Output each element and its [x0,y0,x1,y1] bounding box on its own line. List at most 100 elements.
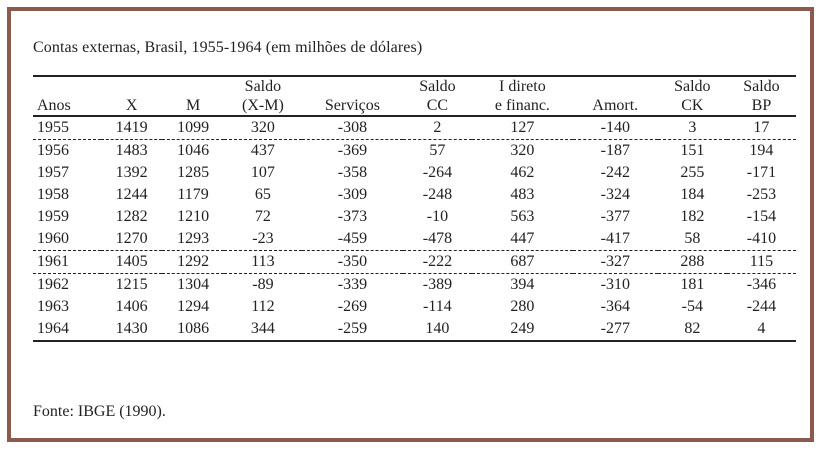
cell-saldo-xm: 437 [250,142,275,159]
header-saldo-ck: CK [657,96,727,117]
cell-saldo-bp: 17 [726,116,796,140]
header-saldo-cc: CC [402,96,472,117]
table-row: 1955 1419 1099 320 -308 2 127 -140 3 17 [33,116,796,140]
cell-x: 1406 [115,298,148,315]
cell-saldo-bp: -171 [746,164,777,181]
header-top-idireto: I direto [471,75,573,96]
cell-x: 1419 [100,116,163,140]
cell-anos: 1956 [37,142,69,159]
table-row: 1957 1392 1285 107 -358 -264 462 -242 255 -171 [33,162,796,184]
table-body: 1955 1419 1099 320 -308 2 127 -140 3 17 1956 1483 10… [33,116,796,342]
cell-idireto: 687 [471,250,573,274]
header-saldo-xm: (X-M) [223,96,302,117]
cell-amort: -277 [572,318,658,342]
cell-saldo-cc: -114 [423,298,452,315]
header-top-x [100,75,163,96]
cell-servicos: -269 [337,298,368,315]
cell-saldo-cc: 2 [402,116,472,140]
cell-anos: 1961 [33,250,101,274]
table-title: Contas externas, Brasil, 1955-1964 (em m… [33,39,423,56]
cell-saldo-xm: 113 [223,250,302,274]
cell-saldo-bp: -410 [726,228,796,251]
cell-x: 1405 [100,250,163,274]
cell-saldo-ck: 182 [680,208,705,225]
cell-saldo-ck: 151 [680,142,705,159]
header-row-bottom: Anos X M (X-M) Serviços CC e financ. Amo… [33,96,796,117]
cell-saldo-cc: 140 [402,318,472,342]
header-top-servicos [301,75,403,96]
cell-m: 1099 [162,116,224,140]
cell-saldo-bp: 4 [726,318,796,342]
cell-saldo-ck: 184 [680,186,705,203]
cell-saldo-xm: 112 [251,298,275,315]
cell-saldo-ck: 288 [657,250,727,274]
cell-m: 1046 [177,142,210,159]
header-top-anos [33,75,101,96]
header-servicos: Serviços [301,96,403,117]
cell-idireto: 127 [471,116,573,140]
cell-amort: -417 [572,228,658,251]
cell-x: 1282 [115,208,148,225]
cell-idireto: 483 [510,186,535,203]
table-row: 1964 1430 1086 344 -259 140 249 -277 82 4 [33,318,796,342]
cell-saldo-xm: 320 [223,116,302,140]
cell-saldo-bp: -346 [746,276,777,293]
cell-m: 1086 [162,318,224,342]
cell-anos: 1963 [37,298,69,315]
cell-saldo-bp: 194 [749,142,774,159]
table-row: 1956 1483 1046 437 -369 57 320 -187 151 194 [33,140,796,163]
header-m: M [162,96,224,117]
table-row: 1962 1215 1304 -89 -339 -389 394 -310 181 -346 [33,274,796,297]
cell-m: 1210 [177,208,210,225]
cell-m: 1285 [177,164,210,181]
cell-m: 1293 [162,228,224,251]
cell-idireto: 320 [510,142,535,159]
cell-amort: -242 [600,164,630,181]
cell-amort: -324 [600,186,630,203]
cell-saldo-ck: 82 [657,318,727,342]
cell-idireto: 462 [510,164,535,181]
cell-idireto: 563 [510,208,535,225]
cell-anos: 1959 [37,208,69,225]
cell-saldo-xm: 344 [223,318,302,342]
cell-anos: 1964 [33,318,101,342]
cell-servicos: -309 [337,186,368,203]
cell-saldo-cc: -10 [426,208,449,225]
cell-m: 1294 [177,298,210,315]
cell-anos: 1955 [33,116,101,140]
cell-saldo-cc: -222 [402,250,472,274]
cell-servicos: -358 [337,164,368,181]
cell-saldo-bp: -253 [746,186,777,203]
cell-x: 1215 [115,276,148,293]
cell-saldo-bp: -154 [746,208,777,225]
cell-saldo-cc: -478 [402,228,472,251]
cell-saldo-cc: -264 [422,164,453,181]
cell-anos: 1958 [37,186,69,203]
cell-saldo-bp: -244 [746,298,777,315]
cell-saldo-ck: 255 [680,164,705,181]
header-top-m [162,75,224,96]
cell-saldo-cc: 57 [429,142,446,159]
header-top-saldo-xm: Saldo [223,75,302,96]
cell-saldo-ck: 181 [680,276,705,293]
cell-saldo-xm: 72 [254,208,271,225]
cell-idireto: 394 [510,276,535,293]
cell-servicos: -373 [337,208,368,225]
source-note: Fonte: IBGE (1990). [33,403,166,420]
cell-x: 1244 [115,186,148,203]
table-row: 1958 1244 1179 65 -309 -248 483 -324 184 -253 [33,184,796,206]
cell-amort: -140 [572,116,658,140]
cell-saldo-xm: 107 [250,164,275,181]
external-accounts-table: Saldo Saldo I direto Saldo Saldo Anos X … [33,75,796,342]
cell-servicos: -308 [301,116,403,140]
cell-idireto: 280 [510,298,535,315]
cell-saldo-ck: 3 [657,116,727,140]
cell-x: 1483 [115,142,148,159]
cell-anos: 1960 [33,228,101,251]
cell-servicos: -459 [301,228,403,251]
cell-saldo-bp: 115 [726,250,796,274]
cell-m: 1304 [177,276,210,293]
header-top-saldo-bp: Saldo [726,75,796,96]
cell-saldo-xm: -89 [252,276,274,293]
header-x: X [100,96,163,117]
